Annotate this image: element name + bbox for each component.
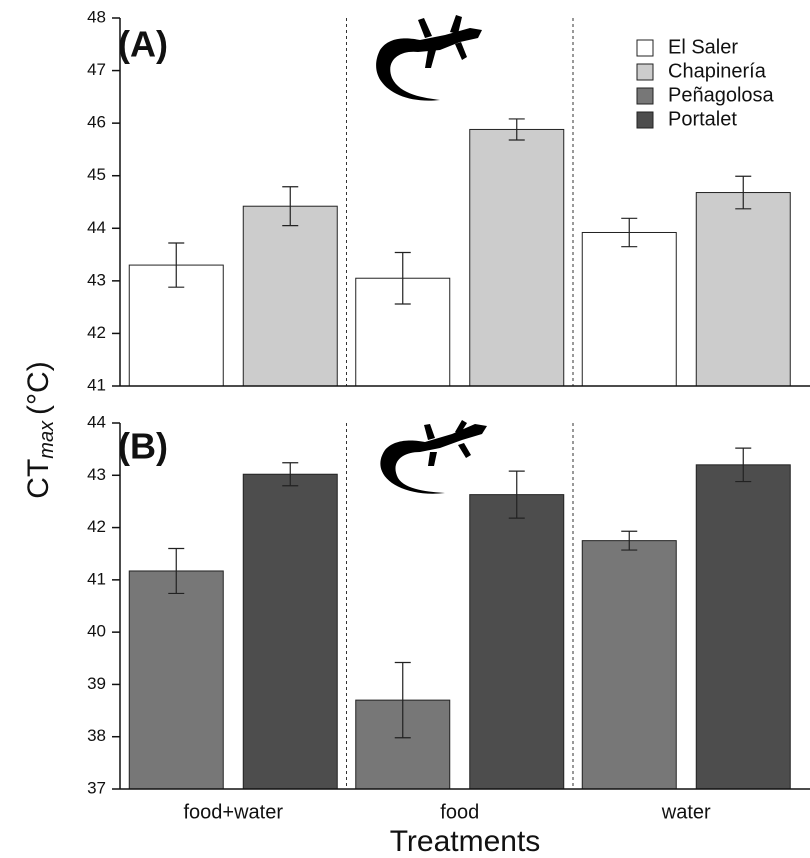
y-tick-label: 46 [87, 113, 106, 132]
error-bar [394, 661, 411, 739]
error-bar [621, 530, 638, 551]
y-tick-label: 43 [87, 465, 106, 484]
error-bar [621, 217, 638, 248]
y-tick-label: 44 [87, 218, 106, 237]
panel-label: (A) [118, 24, 168, 65]
lizard-icon [376, 15, 482, 101]
error-bar [394, 251, 411, 305]
bar [695, 192, 791, 387]
bar [469, 128, 565, 387]
bar [242, 473, 338, 790]
y-title-main: CT [22, 459, 55, 499]
bar [695, 464, 791, 790]
y-tick-label: 43 [87, 270, 106, 289]
y-tick-label: 48 [87, 7, 106, 26]
legend-swatch [636, 39, 654, 57]
bar [242, 205, 338, 387]
error-bar [282, 462, 299, 487]
error-bar [168, 547, 185, 595]
y-tick-label: 38 [87, 726, 106, 745]
error-bar [508, 470, 525, 519]
y-tick-label: 42 [87, 323, 106, 342]
y-tick-label: 44 [87, 412, 106, 431]
y-tick-label: 47 [87, 60, 106, 79]
y-tick-label: 41 [87, 569, 106, 588]
bar [128, 570, 224, 790]
legend-label: Chapinería [668, 60, 767, 82]
lizard-icon [380, 420, 487, 494]
y-tick-label: 41 [87, 375, 106, 394]
error-bar [735, 175, 752, 210]
error-bar [735, 447, 752, 483]
error-bar [282, 186, 299, 227]
x-tick-label: food [440, 801, 479, 823]
y-tick-label: 39 [87, 674, 106, 693]
legend-label: Peñagolosa [668, 84, 775, 106]
bar [581, 231, 677, 387]
error-bar [168, 242, 185, 288]
error-bar [508, 118, 525, 141]
x-tick-label: food+water [183, 801, 283, 823]
legend-swatch [636, 63, 654, 81]
y-title-sub: max [36, 420, 58, 459]
legend-label: Portalet [668, 108, 737, 130]
y-tick-label: 42 [87, 517, 106, 536]
legend-swatch [636, 111, 654, 129]
x-tick-label: water [661, 801, 711, 823]
bar [581, 540, 677, 790]
bar [469, 494, 565, 790]
x-axis-title: Treatments [390, 825, 541, 858]
y-tick-label: 45 [87, 165, 106, 184]
legend-swatch [636, 87, 654, 105]
y-title-unit: (°C) [22, 361, 55, 415]
legend-label: El Saler [668, 36, 738, 58]
y-axis-title: CTmax (°C) [22, 361, 58, 498]
y-tick-label: 37 [87, 778, 106, 797]
panel-label: (B) [118, 426, 168, 467]
y-tick-label: 40 [87, 622, 106, 641]
